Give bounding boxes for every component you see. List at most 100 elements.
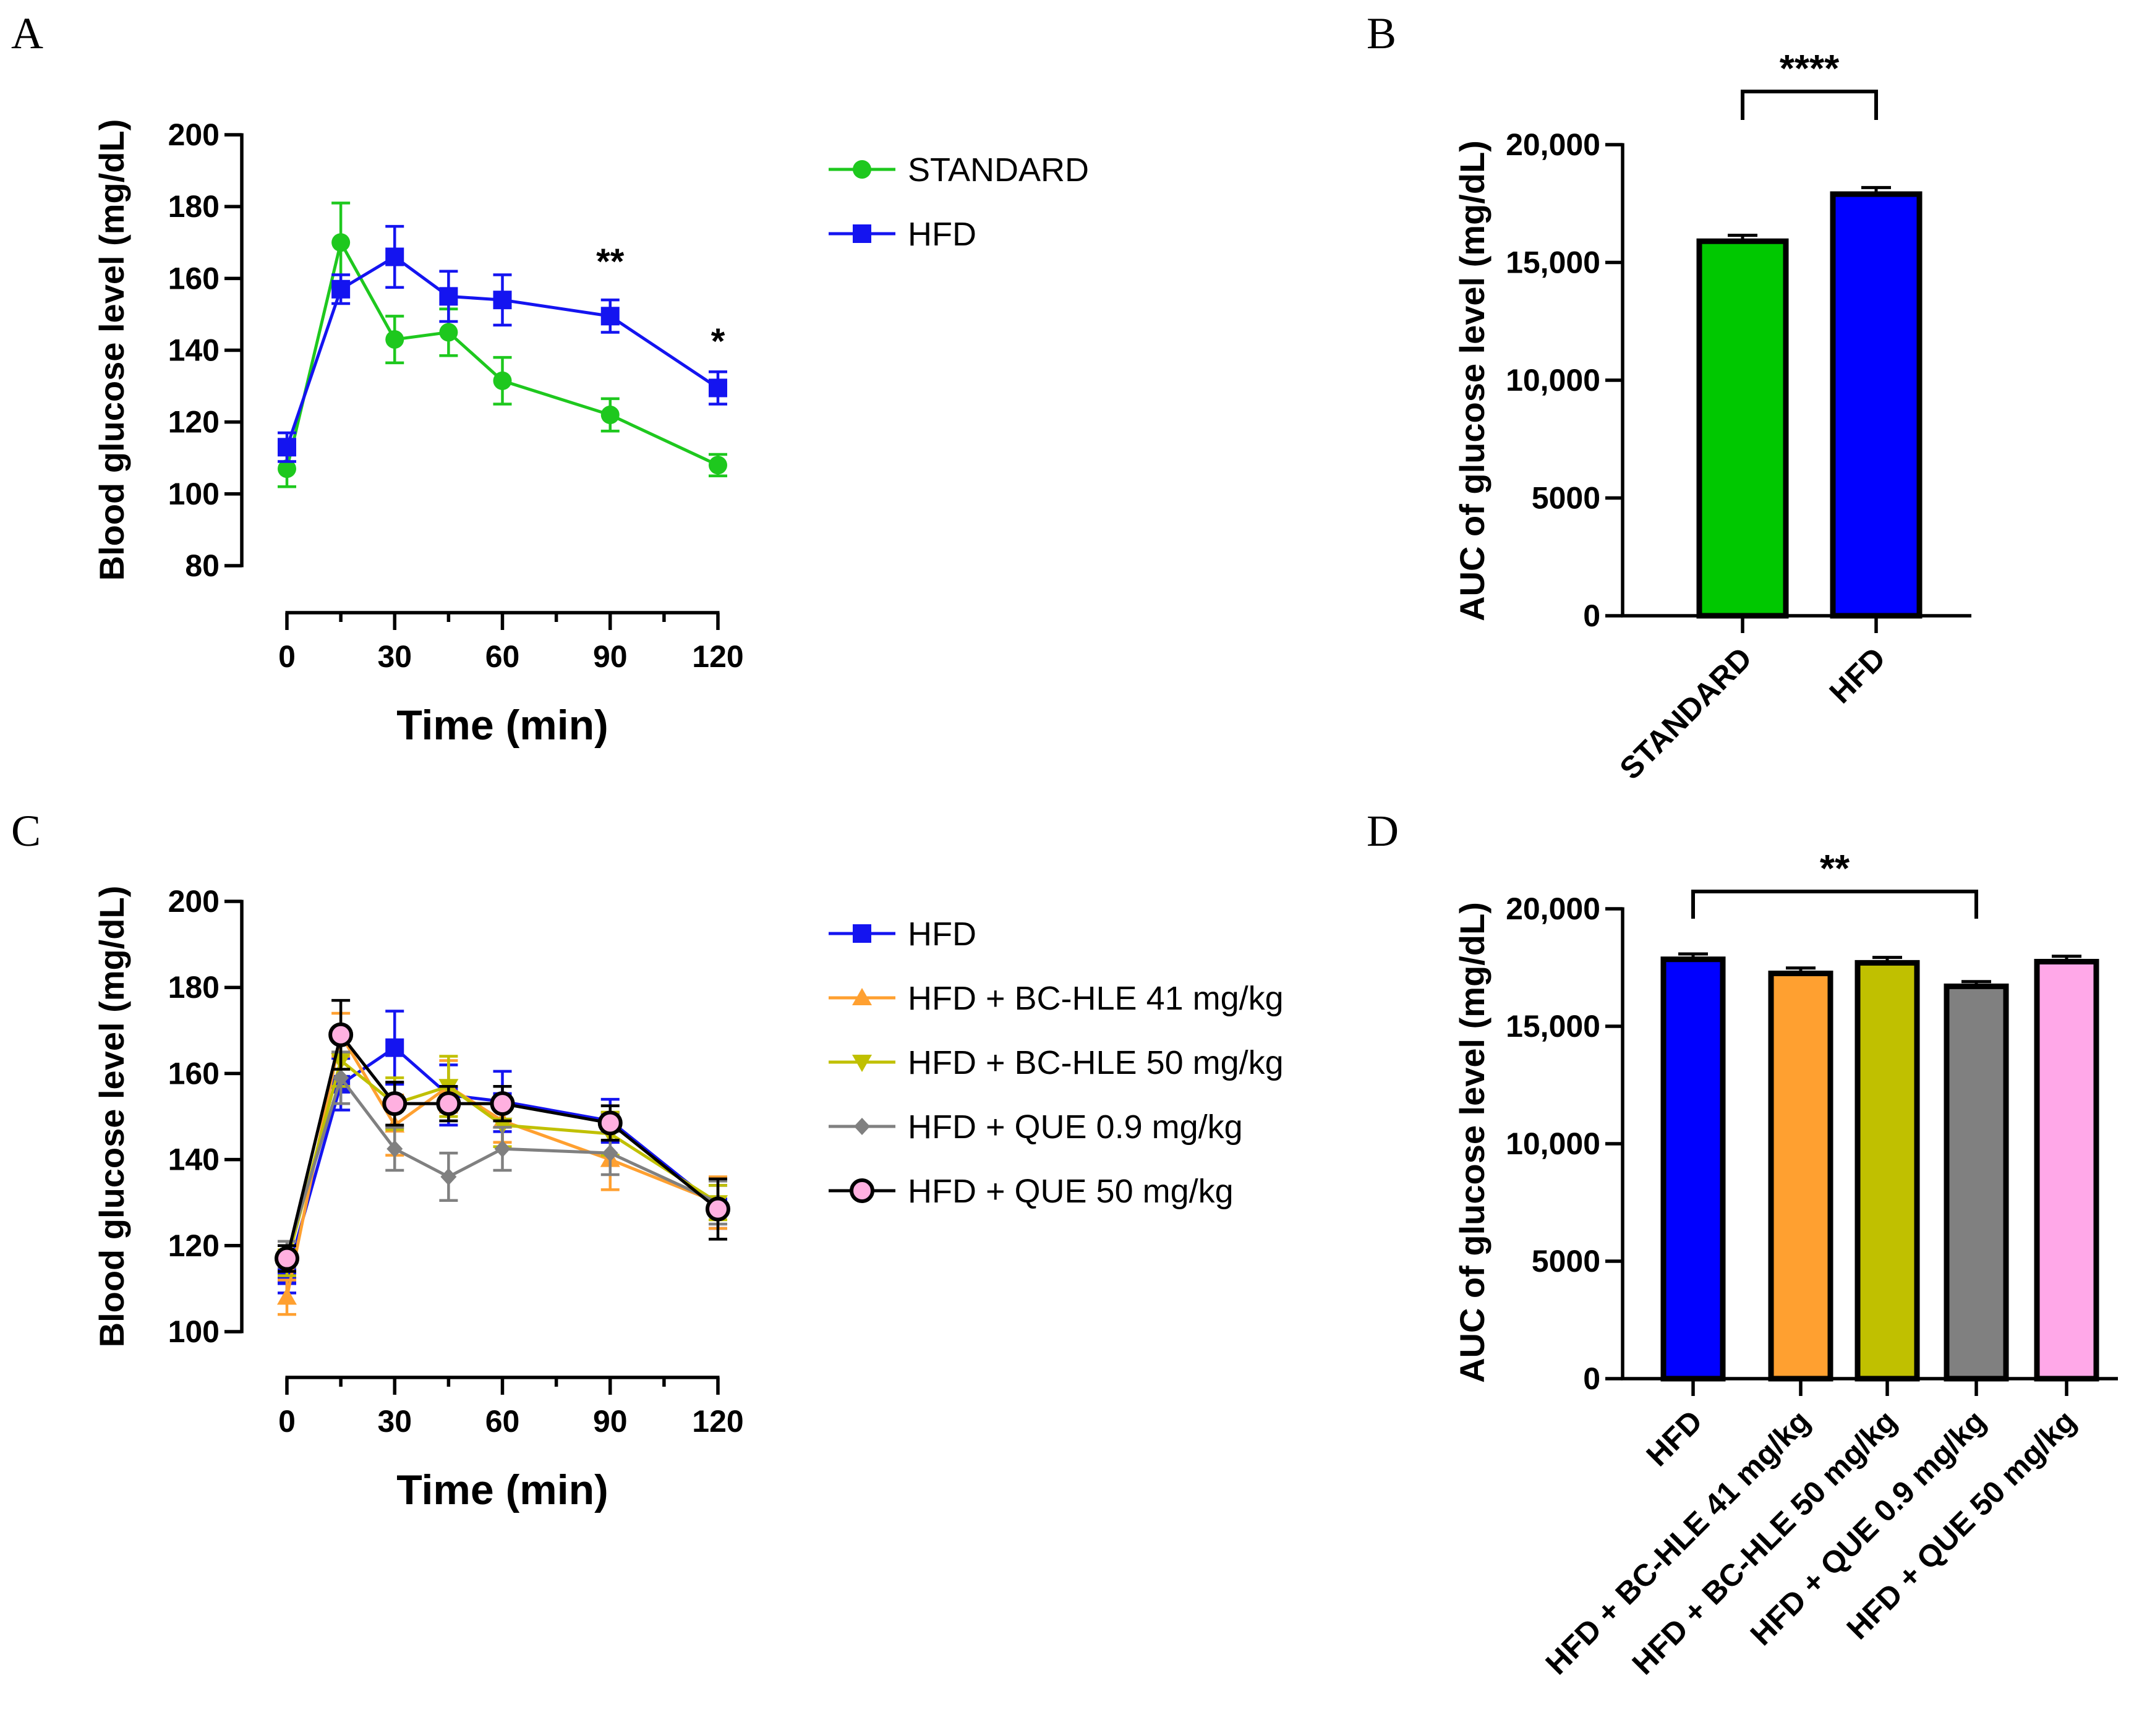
legend-item: STANDARD: [829, 151, 1089, 189]
y-tick-label: 200: [168, 117, 220, 152]
marker-point: [333, 1069, 349, 1087]
y-tick-label: 140: [168, 333, 220, 368]
x-axis-title: Time (min): [396, 1466, 608, 1513]
marker-point: [709, 456, 727, 475]
significance-bracket: [1691, 890, 1978, 919]
marker-point: [386, 1140, 403, 1158]
legend-label: HFD: [908, 916, 976, 953]
y-axis-title: AUC of glucose level (mg/dL): [1453, 902, 1492, 1383]
legend-label: HFD + BC-HLE 50 mg/kg: [908, 1044, 1284, 1081]
bar: [1854, 959, 1920, 1382]
x-tick-label: 30: [377, 1404, 412, 1439]
series-hfd-que-0-9-mg-kg: [278, 1050, 727, 1269]
y-tick-label: 20,000: [1506, 127, 1600, 162]
y-tick-label: 120: [168, 405, 220, 440]
y-tick-label: 10,000: [1506, 363, 1600, 398]
panel-letter: D: [1367, 806, 1399, 856]
marker-point: [853, 224, 871, 243]
bar: [2034, 959, 2099, 1382]
marker-point: [850, 1178, 874, 1203]
bar: [1696, 238, 1789, 619]
marker-point: [331, 279, 351, 299]
bar: [1944, 983, 2009, 1382]
panel-letter: A: [11, 9, 43, 58]
marker-point: [852, 1055, 872, 1072]
marker-point: [597, 1110, 623, 1136]
legend-item: HFD + QUE 50 mg/kg: [829, 1173, 1234, 1210]
panel-b: B 0 5000 10,000 15,000 20,000 AUC of glucose l…: [1367, 9, 1971, 786]
marker-point: [600, 307, 620, 326]
panel-c: C 100 120 140 160 180 200 0 30 60 90 120 Time (min) B…: [11, 806, 1284, 1513]
series-standard: [278, 202, 727, 488]
marker-point: [439, 323, 458, 342]
legend-label: HFD + BC-HLE 41 mg/kg: [908, 980, 1284, 1017]
significance-label: **: [1820, 848, 1850, 890]
marker-point: [385, 247, 404, 266]
panel-letter: B: [1367, 9, 1396, 58]
legend-item: HFD: [829, 916, 976, 953]
y-tick-label: 120: [168, 1228, 220, 1263]
bar: [1830, 191, 1923, 619]
marker-point: [382, 1091, 408, 1117]
x-tick-label: 0: [278, 1404, 296, 1439]
y-tick-label: 160: [168, 1056, 220, 1091]
marker-point: [493, 291, 512, 310]
y-tick-label: 200: [168, 884, 220, 919]
panel-a: A 80 100 120 140 160 180 200 0 30 60 90 120 Time (min…: [11, 9, 1089, 749]
y-tick-label: 180: [168, 189, 220, 224]
y-tick-label: 15,000: [1506, 1009, 1600, 1044]
bar: [1768, 971, 1833, 1382]
marker-point: [440, 1168, 457, 1186]
legend-item: HFD: [829, 216, 976, 253]
marker-point: [706, 1196, 730, 1222]
y-tick-label: 160: [168, 261, 220, 296]
significance-label: ****: [1780, 48, 1840, 90]
x-tick-label: 30: [377, 639, 412, 674]
legend-label: HFD + QUE 0.9 mg/kg: [908, 1108, 1243, 1146]
marker-point: [490, 1091, 515, 1117]
marker-point: [385, 330, 404, 349]
bar: [1660, 956, 1726, 1382]
y-axis-title: AUC of glucose level (mg/dL): [1453, 140, 1492, 621]
marker-point: [853, 160, 871, 179]
y-tick-label: 5000: [1532, 481, 1600, 516]
y-tick-label: 100: [168, 1314, 220, 1349]
x-tick-label: 90: [593, 639, 628, 674]
x-axis-title: Time (min): [396, 702, 608, 749]
marker-point: [709, 378, 727, 398]
x-tick-label: 90: [593, 1404, 628, 1439]
y-axis-title: Blood glucose level (mg/dL): [92, 119, 131, 581]
panel-d: D 0 5000 10,000 15,000 20,000 AUC of glucose l…: [1367, 806, 2118, 1681]
marker-point: [328, 1022, 354, 1047]
x-tick-label: 0: [278, 639, 296, 674]
y-tick-label: 180: [168, 970, 220, 1005]
series-hfd: [278, 224, 727, 463]
x-tick-label: HFD: [1823, 640, 1892, 710]
y-tick-label: 140: [168, 1142, 220, 1177]
marker-point: [278, 438, 296, 457]
marker-point: [277, 1287, 297, 1305]
marker-point: [853, 924, 871, 943]
marker-point: [439, 287, 458, 306]
legend-item: HFD + BC-HLE 41 mg/kg: [829, 980, 1284, 1017]
y-tick-label: 10,000: [1506, 1126, 1600, 1161]
x-tick-label: STANDARD: [1613, 640, 1758, 786]
legend-item: HFD + QUE 0.9 mg/kg: [829, 1108, 1243, 1146]
legend-item: HFD + BC-HLE 50 mg/kg: [829, 1044, 1284, 1081]
legend-label: HFD + QUE 50 mg/kg: [908, 1173, 1234, 1210]
marker-point: [600, 406, 620, 425]
marker-point: [385, 1038, 404, 1057]
marker-point: [852, 988, 872, 1005]
significance-label: **: [596, 242, 625, 282]
marker-point: [854, 1118, 870, 1135]
significance-bracket: [1741, 90, 1878, 120]
y-tick-label: 0: [1583, 598, 1600, 633]
y-axis-title: Blood glucose level (mg/dL): [92, 886, 131, 1348]
x-tick-label: 120: [692, 639, 743, 674]
significance-label: *: [711, 321, 725, 362]
y-tick-label: 0: [1583, 1361, 1600, 1396]
x-tick-label: HFD: [1640, 1403, 1709, 1473]
marker-point: [494, 1140, 511, 1158]
legend-label: HFD: [908, 216, 976, 253]
